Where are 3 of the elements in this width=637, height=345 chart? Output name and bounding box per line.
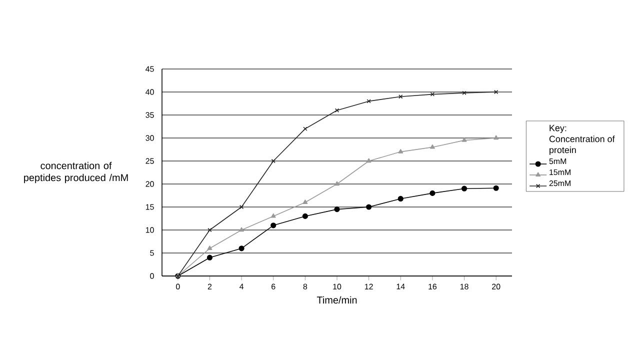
y-axis-title: concentration of peptides produced /mM: [24, 162, 128, 184]
x-axis-title: Time/min: [316, 296, 357, 304]
legend-title: Key: Concentration of protein: [549, 124, 615, 155]
